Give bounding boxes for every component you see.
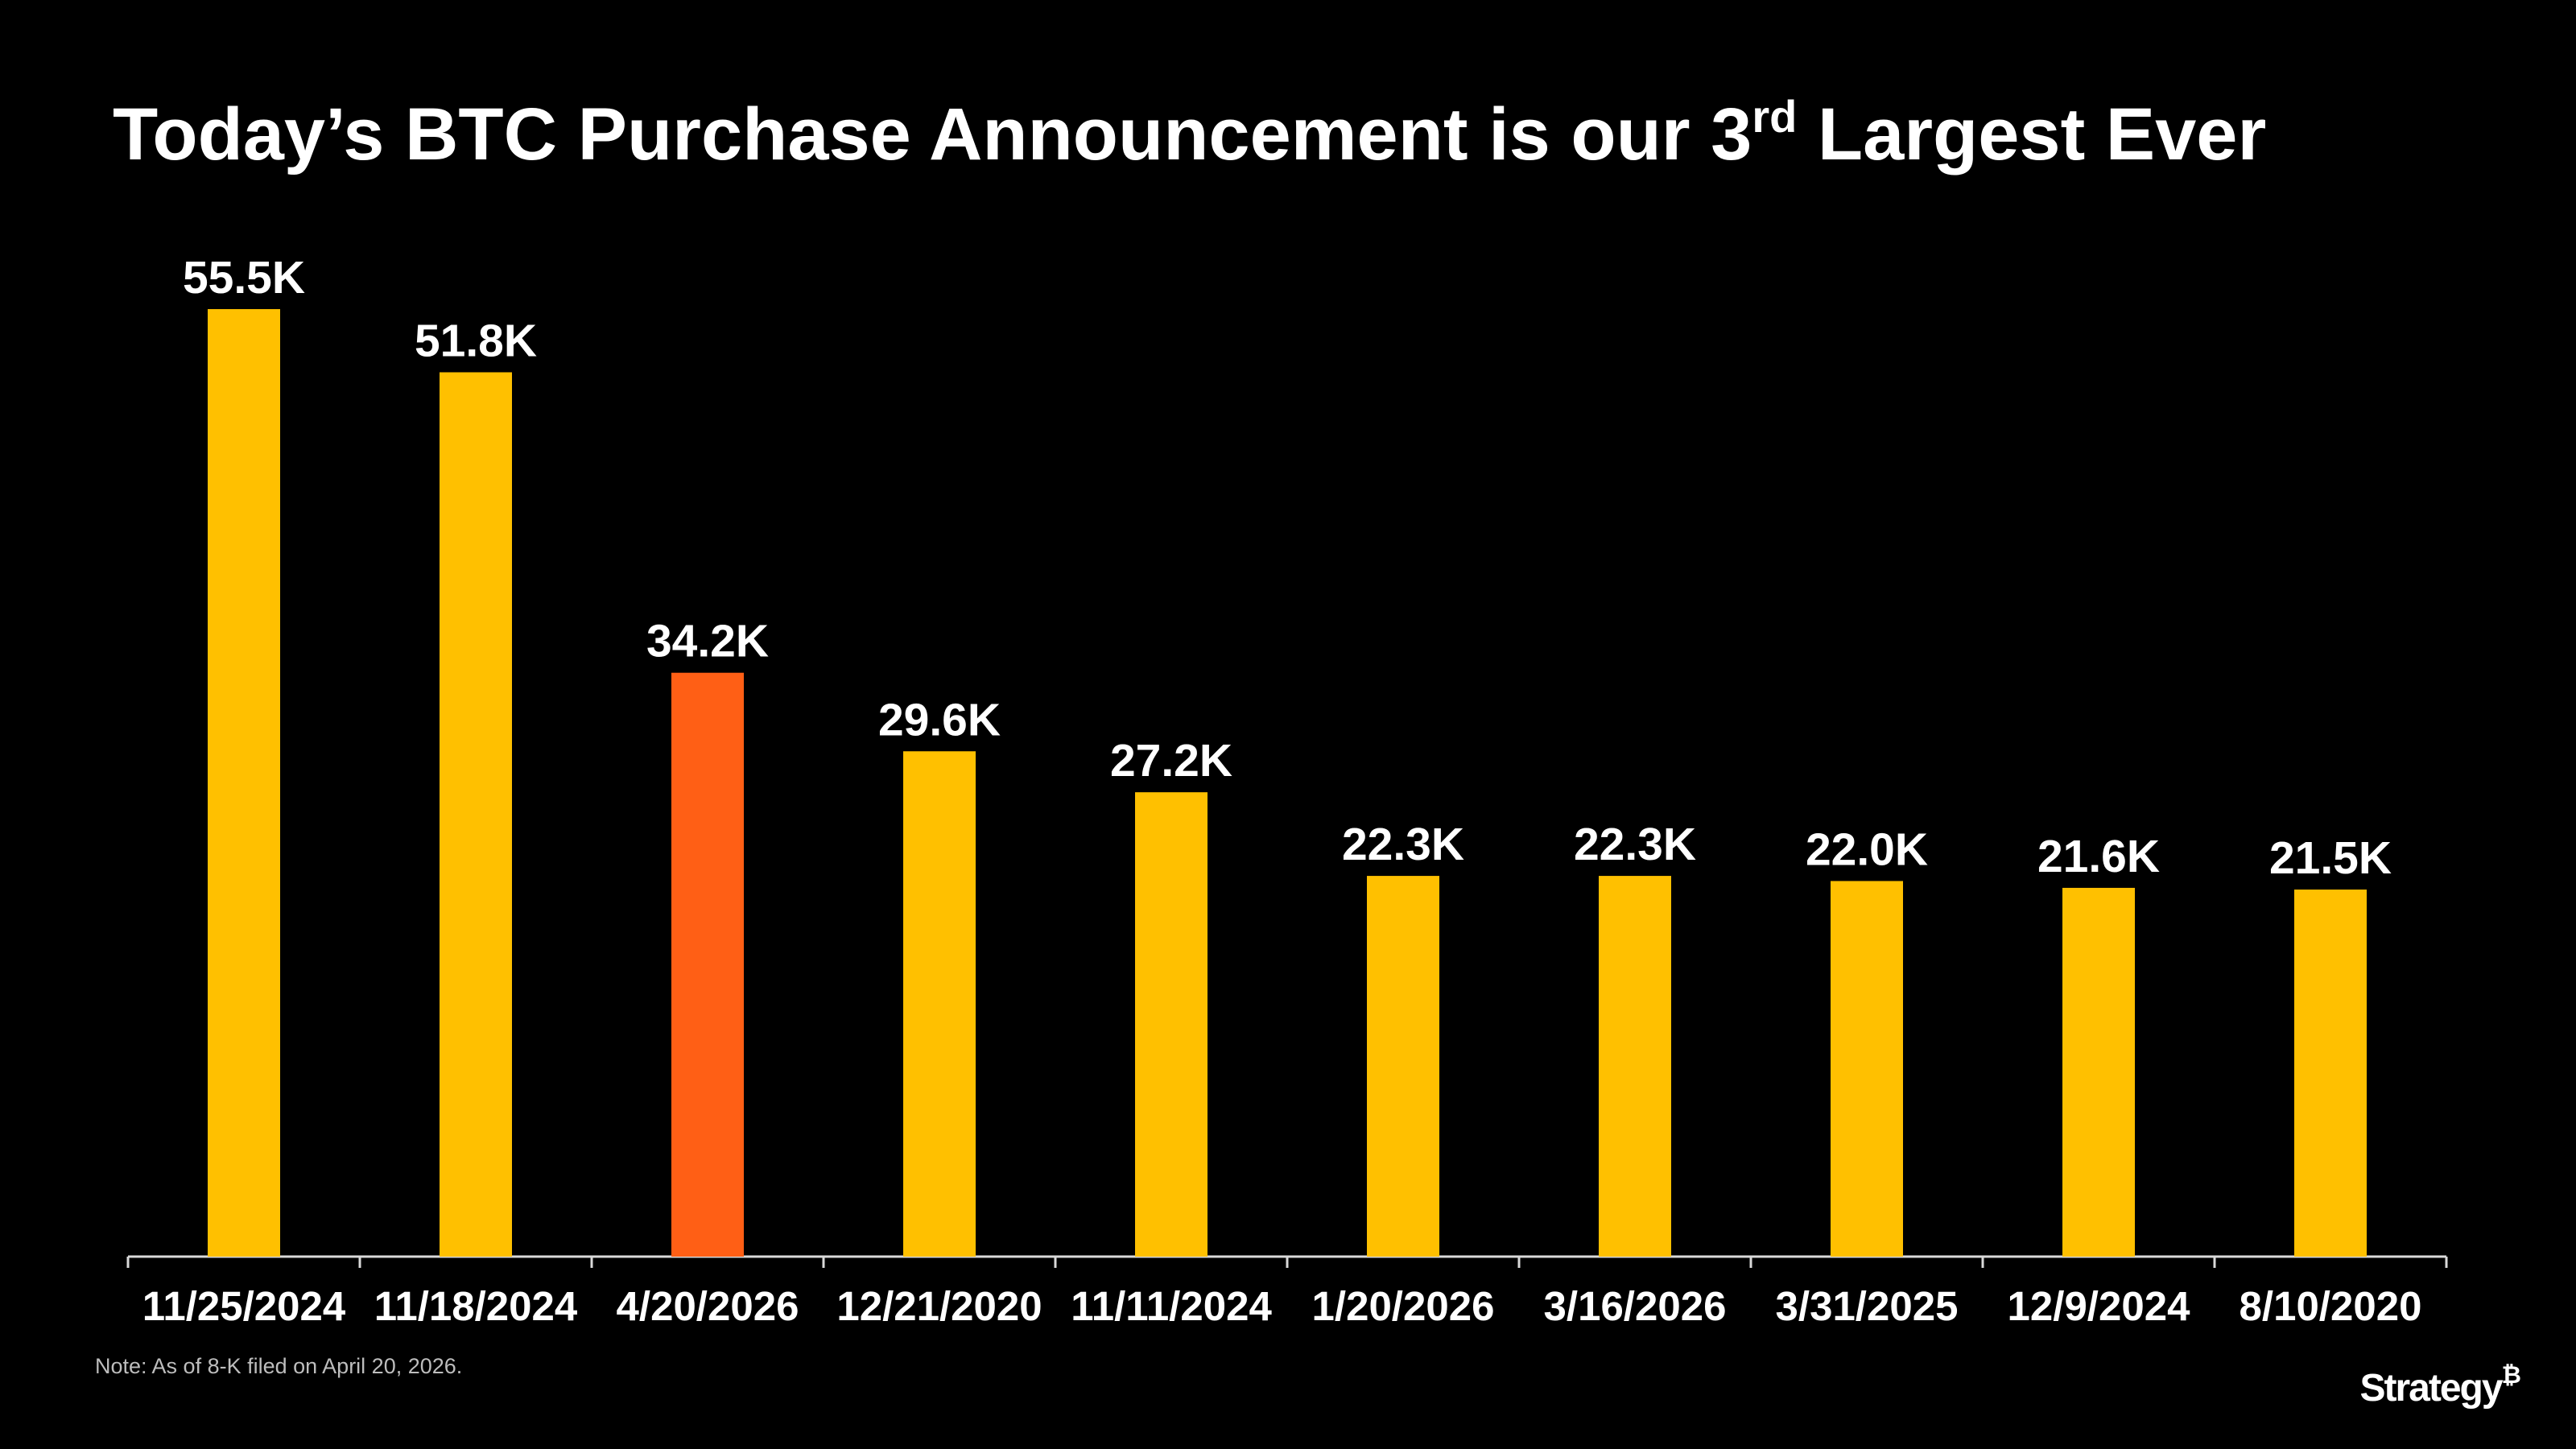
value-label: 27.2K bbox=[1110, 735, 1232, 786]
logo: Strategy₿ bbox=[2359, 1362, 2520, 1410]
value-label: 21.6K bbox=[2037, 831, 2160, 882]
logo-text: Strategy bbox=[2359, 1367, 2503, 1410]
chart-title: Today’s BTC Purchase Announcement is our… bbox=[113, 91, 2266, 175]
x-tick-label: 3/31/2025 bbox=[1776, 1283, 1959, 1329]
x-tick-label: 11/11/2024 bbox=[1071, 1283, 1272, 1329]
bar bbox=[1831, 881, 1903, 1257]
value-label: 55.5K bbox=[183, 252, 305, 303]
value-label: 22.0K bbox=[1806, 824, 1928, 875]
x-tick-label: 12/21/2020 bbox=[836, 1283, 1042, 1329]
value-label: 22.3K bbox=[1574, 819, 1696, 870]
bar bbox=[440, 372, 512, 1257]
x-tick-label: 11/25/2024 bbox=[142, 1283, 346, 1329]
x-tick-label: 4/20/2026 bbox=[617, 1283, 799, 1329]
value-label: 51.8K bbox=[415, 315, 537, 366]
x-tick-label: 12/9/2024 bbox=[2008, 1283, 2191, 1329]
bar bbox=[903, 751, 976, 1257]
title-text: Today’s BTC Purchase Announcement is our… bbox=[113, 93, 1752, 175]
logo-mark: ₿ bbox=[2502, 1362, 2521, 1389]
value-label: 29.6K bbox=[878, 694, 1001, 745]
value-label: 34.2K bbox=[646, 616, 769, 667]
bar bbox=[2062, 887, 2135, 1257]
x-tick-label: 3/16/2026 bbox=[1544, 1283, 1727, 1329]
title-text-after: Largest Ever bbox=[1797, 93, 2266, 175]
value-label: 22.3K bbox=[1342, 819, 1464, 870]
x-tick-label: 8/10/2020 bbox=[2240, 1283, 2422, 1329]
bar bbox=[2294, 890, 2367, 1257]
bar bbox=[1367, 876, 1439, 1257]
title-superscript: rd bbox=[1752, 91, 1797, 142]
x-tick-label: 1/20/2026 bbox=[1312, 1283, 1495, 1329]
bar bbox=[1135, 792, 1208, 1257]
bar bbox=[1599, 876, 1671, 1257]
value-label: 21.5K bbox=[2269, 832, 2392, 884]
bar bbox=[208, 309, 280, 1257]
bar bbox=[671, 672, 744, 1257]
x-tick-label: 11/18/2024 bbox=[374, 1283, 578, 1329]
note: Note: As of 8-K filed on April 20, 2026. bbox=[95, 1354, 462, 1378]
